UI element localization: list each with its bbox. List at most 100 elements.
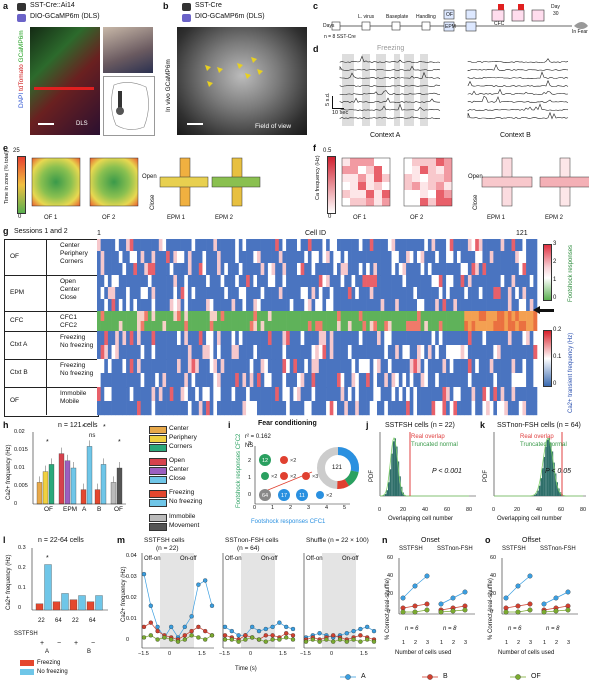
g-raster-cell — [97, 331, 101, 346]
trace-b — [467, 111, 569, 120]
m-point — [344, 631, 349, 636]
m-point — [148, 633, 153, 638]
g-raster-cell — [242, 287, 247, 300]
g-raster-cell — [402, 251, 407, 264]
virus-icon — [17, 14, 26, 22]
g-raster-cell — [246, 311, 251, 322]
i-xlabel: Footshock responses CFC1 — [251, 519, 326, 525]
g-raster-cell — [227, 299, 232, 312]
g-raster-cell — [384, 311, 389, 322]
g-raster-cell — [111, 359, 116, 374]
g-raster-cell — [344, 287, 349, 300]
g-raster-cell — [213, 251, 218, 264]
g-raster-cell — [431, 263, 436, 276]
g-raster-cell — [220, 311, 225, 322]
g-raster-cell — [347, 359, 352, 374]
g-sub-4-1: No freezing — [60, 370, 94, 377]
g-raster-cell — [184, 299, 189, 312]
g-raster-cell — [122, 275, 127, 288]
g-raster-cell — [453, 287, 458, 300]
g-raster-cell — [147, 263, 152, 276]
decode-point — [462, 607, 468, 613]
f-cell — [404, 158, 412, 166]
g-raster-cell — [337, 359, 341, 374]
g-raster-cell — [304, 311, 309, 322]
g-raster-cell — [529, 345, 534, 360]
g-raster-cell — [173, 275, 178, 288]
g-raster-cell — [184, 401, 189, 416]
g-raster-cell — [369, 387, 374, 402]
g-raster-cell — [147, 401, 152, 416]
g-raster-cell — [195, 275, 200, 288]
g-raster-cell — [278, 387, 283, 402]
g-raster-cell — [115, 311, 120, 322]
g-raster-cell — [355, 251, 360, 264]
g-raster-cell — [377, 345, 381, 360]
g-raster-cell — [377, 251, 381, 264]
g-raster-cell — [402, 299, 407, 312]
l-pm: − — [91, 640, 96, 647]
m-point — [270, 624, 275, 630]
g-raster-cell — [257, 401, 261, 416]
g-raster-cell — [322, 263, 327, 276]
m-ytick: 0.02 — [126, 595, 137, 601]
g-raster-cell — [220, 239, 225, 252]
g-raster-cell — [497, 275, 501, 288]
g-raster-cell — [206, 239, 211, 252]
panel-b-legend-2: DIO-GCaMP6m (DLS) — [195, 13, 265, 20]
m-point — [141, 635, 147, 640]
g-raster-cell — [282, 387, 287, 402]
g-raster-cell — [526, 345, 531, 360]
g-col-divider — [46, 239, 47, 415]
histogram-bar — [551, 451, 554, 496]
g-raster-cell — [227, 251, 232, 264]
g-raster-cell — [395, 321, 400, 332]
j-ylabel: PDF — [369, 470, 375, 482]
g-raster-cell — [318, 401, 323, 416]
g-raster-cell — [162, 275, 167, 288]
g-raster-cell — [406, 239, 411, 252]
g-raster-cell — [249, 275, 254, 288]
g-raster-cell — [464, 239, 469, 252]
histogram-bar — [383, 495, 385, 496]
g-raster-cell — [304, 331, 309, 346]
g-raster-cell — [220, 299, 225, 312]
g-raster-cell — [511, 331, 516, 346]
g-raster-cell — [391, 251, 396, 264]
g-sub-2-0: CFC1 — [60, 314, 77, 321]
k-xlabel: Overlapping cell number — [497, 516, 563, 522]
m-point — [229, 637, 234, 642]
g-raster-cell — [337, 299, 341, 312]
g-sessions: Sessions 1 and 2 — [14, 228, 68, 235]
l-count: 64 — [55, 618, 62, 624]
g-raster-cell — [278, 311, 283, 322]
g-raster-cell — [504, 263, 509, 276]
g-sub-2-1: CFC2 — [60, 322, 77, 329]
e-ylabel: Time in zone (% total) — [4, 150, 10, 204]
g-raster-cell — [340, 251, 345, 264]
g-raster-cell — [522, 239, 527, 252]
g-raster-cell — [366, 359, 371, 374]
g-raster-cell — [271, 359, 276, 374]
m-point — [189, 614, 194, 619]
g-raster-cell — [115, 331, 120, 346]
g-raster-cell — [307, 311, 312, 322]
g-raster-cell — [438, 401, 443, 416]
g-raster-cell — [115, 275, 120, 288]
g-raster-cell — [446, 359, 451, 374]
g-raster-cell — [435, 359, 440, 374]
g-raster-cell — [326, 239, 331, 252]
g-raster-cell — [362, 321, 367, 332]
histogram-bar — [384, 494, 387, 496]
f-cell — [366, 182, 374, 190]
panel-a-legend-1: SST-Cre::Ai14 — [30, 2, 75, 9]
g-raster-cell — [173, 239, 178, 252]
g-raster-cell — [137, 373, 141, 388]
g-raster-cell — [158, 239, 163, 252]
g-raster-cell — [246, 275, 251, 288]
truncated-normal-curve — [379, 436, 469, 497]
f-cell — [412, 182, 420, 190]
h-legend-swatch — [149, 458, 167, 466]
g-raster-cell — [373, 263, 378, 276]
g-raster-cell — [267, 299, 272, 312]
